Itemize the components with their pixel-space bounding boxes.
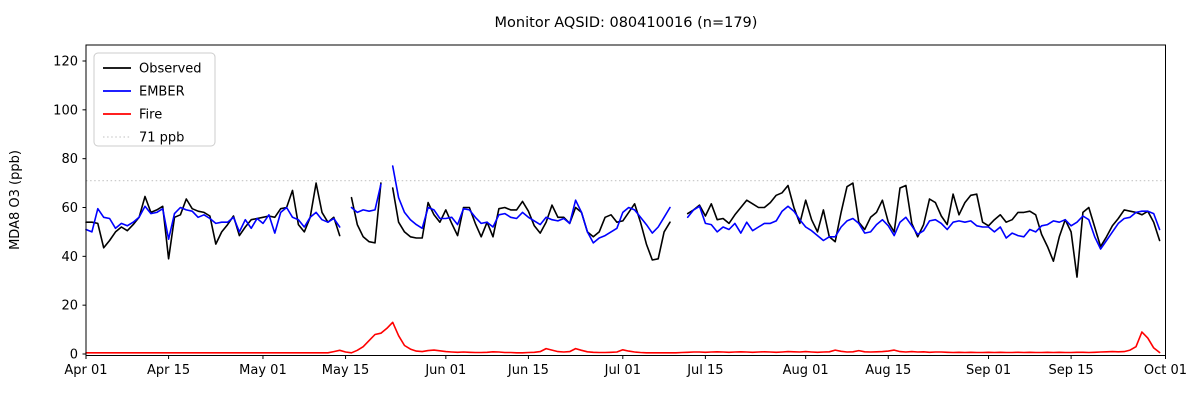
- y-tick-label: 80: [61, 152, 78, 167]
- x-tick-label: Sep 01: [966, 363, 1011, 378]
- plot-border: [85, 44, 1166, 356]
- chart-content: 0 20 40 60 80 100 120 Apr 01 Apr 15 May 01 May 15 J…: [53, 44, 1187, 378]
- legend-label-fire: Fire: [139, 108, 162, 123]
- observed-line: [85, 182, 1161, 278]
- fire-line: [85, 321, 1161, 354]
- x-tick-label: Jul 15: [686, 363, 723, 378]
- legend-label-71-ppb: 71 ppb: [139, 131, 184, 146]
- x-tick-label: Jun 01: [424, 363, 466, 378]
- x-tick-label: Oct 01: [1144, 363, 1187, 378]
- x-tick-label: Aug 15: [865, 363, 911, 378]
- x-tick-label: Aug 01: [783, 363, 829, 378]
- y-tick-label: 40: [61, 250, 78, 265]
- x-tick-label: Sep 15: [1049, 363, 1094, 378]
- y-tick-label: 0: [70, 348, 78, 363]
- legend-label-ember: EMBER: [139, 85, 185, 100]
- y-tick-label: 20: [61, 299, 78, 314]
- x-tick-label: Apr 15: [147, 363, 190, 378]
- x-tick-label: May 01: [239, 363, 287, 378]
- chart-title: Monitor AQSID: 080410016 (n=179): [495, 15, 758, 31]
- y-tick-label: 60: [61, 201, 78, 216]
- legend-label-observed: Observed: [139, 62, 202, 77]
- y-axis-label: MDA8 O3 (ppb): [8, 150, 23, 250]
- x-tick-label: Jul 01: [604, 363, 641, 378]
- y-tick-label: 100: [53, 103, 78, 118]
- x-tick-label: Apr 01: [64, 363, 107, 378]
- y-tick-label: 120: [53, 55, 78, 70]
- legend-box: [93, 52, 216, 147]
- ember-line: [85, 165, 1161, 250]
- x-tick-label: Jun 15: [507, 363, 549, 378]
- x-tick-label: May 15: [322, 363, 370, 378]
